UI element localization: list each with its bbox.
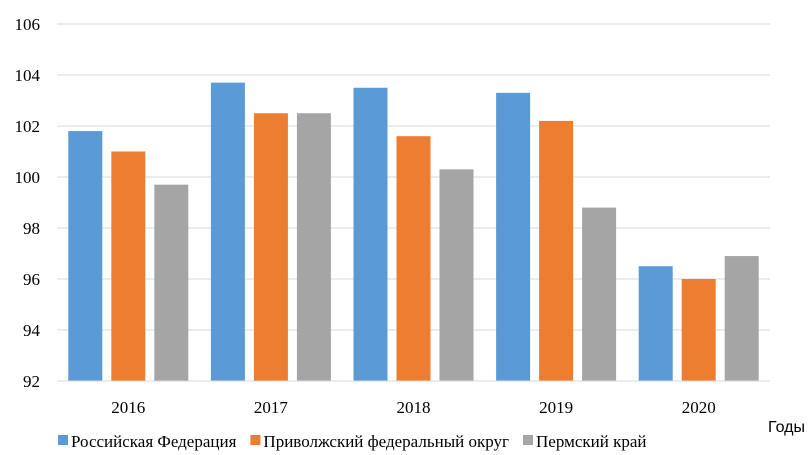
bar-2018-series-0 <box>353 87 388 381</box>
legend-swatch <box>250 435 261 445</box>
x-tick-label: 2019 <box>539 398 573 417</box>
legend: Российская Федерация Приволжский федераль… <box>58 432 646 451</box>
y-tick-label: 98 <box>23 219 40 238</box>
legend-label: Российская Федерация <box>71 432 237 451</box>
x-axis-label: Годы <box>768 419 805 436</box>
y-tick-label: 92 <box>23 372 40 391</box>
legend-swatch <box>58 435 68 445</box>
x-tick-label: 2020 <box>682 398 716 417</box>
bar-2020-series-0 <box>638 266 673 381</box>
y-tick-label: 106 <box>15 15 41 34</box>
bar-2020-series-1 <box>681 279 716 381</box>
y-tick-label: 102 <box>15 117 41 136</box>
y-tick-labels: 92 94 96 98 100 102 104 106 <box>15 15 41 391</box>
legend-swatch <box>523 435 533 445</box>
bar-2019-series-0 <box>496 92 531 381</box>
x-tick-label: 2018 <box>397 398 431 417</box>
y-tick-label: 94 <box>23 321 41 340</box>
x-tick-labels: 2016 2017 2018 2019 2020 <box>111 398 715 417</box>
y-tick-label: 104 <box>15 66 41 85</box>
bar-2019-series-2 <box>582 207 617 381</box>
x-tick-label: 2016 <box>111 398 145 417</box>
bar-2016-series-1 <box>111 151 146 381</box>
bar-2017-series-0 <box>210 82 245 382</box>
bar-2017-series-1 <box>253 113 288 381</box>
bar-2018-series-1 <box>396 136 431 381</box>
y-tick-label: 96 <box>23 270 40 289</box>
bar-2018-series-2 <box>439 169 474 381</box>
legend-label: Приволжский федеральный округ <box>263 432 509 451</box>
bars <box>68 82 759 382</box>
y-tick-label: 100 <box>15 168 41 187</box>
bar-2019-series-1 <box>539 120 574 382</box>
bar-2020-series-2 <box>724 256 759 381</box>
bar-2016-series-0 <box>68 131 103 381</box>
bar-2017-series-2 <box>296 113 331 381</box>
bar-2016-series-2 <box>154 184 189 381</box>
x-tick-label: 2017 <box>254 398 289 417</box>
legend-label: Пермский край <box>536 432 646 451</box>
